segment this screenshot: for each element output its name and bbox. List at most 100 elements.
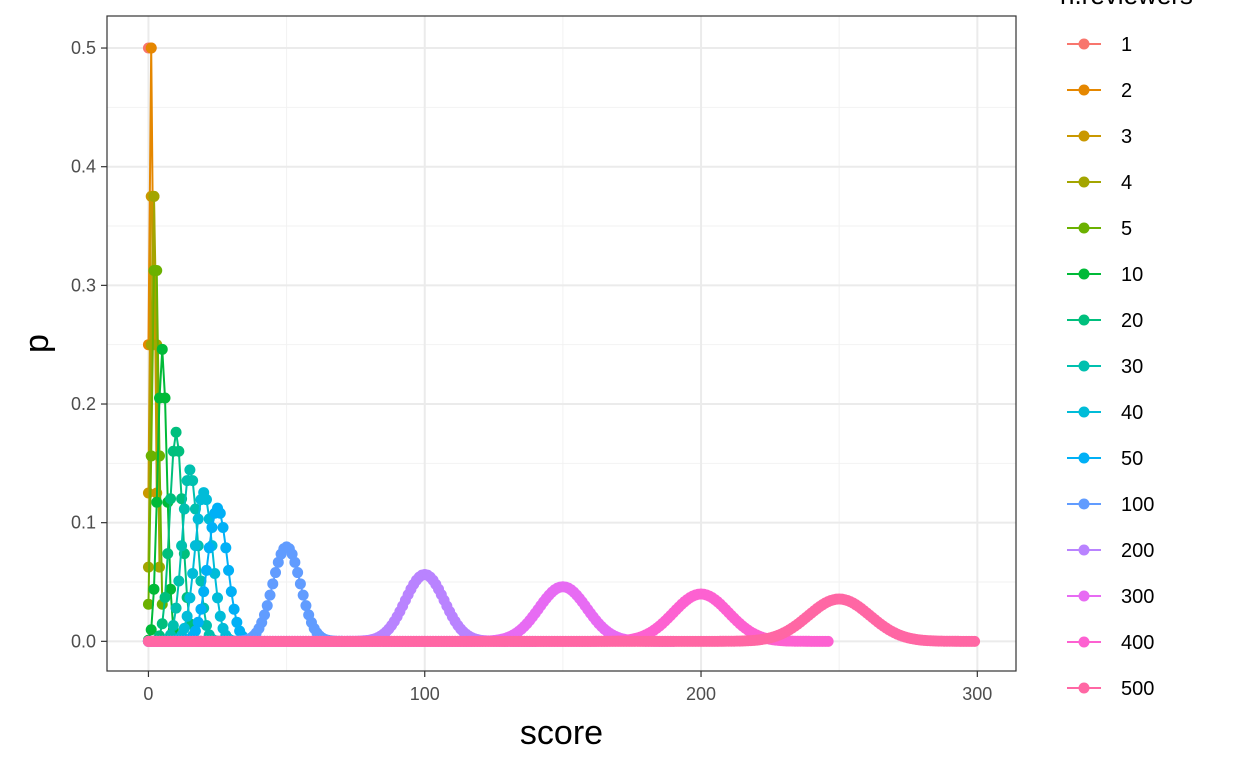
- data-point: [178, 503, 190, 515]
- data-point: [173, 575, 185, 587]
- data-point: [822, 635, 834, 647]
- data-point: [148, 190, 160, 202]
- plot-panel: [107, 16, 1016, 671]
- data-point: [200, 564, 212, 576]
- legend-item-500: 500: [1067, 678, 1154, 700]
- data-point: [151, 496, 163, 508]
- data-point: [167, 620, 179, 632]
- data-point: [156, 618, 168, 630]
- data-point: [214, 610, 226, 622]
- legend-item-30: 30: [1067, 356, 1143, 378]
- legend-item-200: 200: [1067, 540, 1154, 562]
- legend-label: 3: [1121, 126, 1132, 148]
- data-point: [292, 567, 304, 579]
- series-5: [142, 265, 168, 610]
- x-tick-label: 300: [962, 684, 992, 704]
- data-point: [170, 602, 182, 614]
- x-tick-label: 200: [686, 684, 716, 704]
- data-point: [165, 583, 177, 595]
- data-point: [178, 622, 190, 634]
- x-tick-label: 0: [143, 684, 153, 704]
- data-point: [195, 603, 207, 615]
- data-point: [145, 42, 157, 54]
- legend: n.reviewers 1 2 3 4 5 10 20 30 40 50 100 200 300 400 5…: [1060, 0, 1193, 700]
- y-tick-label: 0.2: [71, 394, 96, 414]
- data-point: [264, 589, 276, 601]
- data-point: [181, 610, 193, 622]
- y-tick-label: 0.4: [71, 157, 96, 177]
- data-point: [220, 542, 232, 554]
- data-point: [142, 598, 154, 610]
- legend-key-point: [1078, 38, 1090, 50]
- x-tick-label: 100: [410, 684, 440, 704]
- legend-item-400: 400: [1067, 632, 1154, 654]
- legend-label: 30: [1121, 356, 1143, 378]
- legend-key-point: [1078, 498, 1090, 510]
- data-point: [145, 450, 157, 462]
- data-point: [154, 450, 165, 462]
- data-point: [159, 392, 171, 404]
- y-tick-label: 0.1: [71, 513, 96, 533]
- legend-label: 300: [1121, 586, 1154, 608]
- data-point: [189, 625, 201, 637]
- minor-gridlines: [107, 16, 1016, 671]
- data-point: [203, 542, 215, 554]
- data-point: [261, 600, 273, 612]
- legend-label: 20: [1121, 310, 1143, 332]
- data-point: [195, 575, 207, 587]
- data-point: [184, 592, 196, 604]
- data-point: [162, 548, 174, 560]
- data-point: [159, 591, 171, 603]
- legend-key-point: [1078, 222, 1090, 234]
- legend-label: 5: [1121, 218, 1132, 240]
- data-point: [217, 521, 229, 533]
- series-layer: [142, 42, 981, 647]
- data-point: [198, 586, 210, 598]
- data-point: [270, 567, 282, 579]
- data-point: [258, 609, 270, 621]
- y-tick-label: 0.0: [71, 631, 96, 651]
- legend-item-40: 40: [1067, 402, 1143, 424]
- data-point: [969, 635, 981, 647]
- y-tick-label: 0.3: [71, 275, 96, 295]
- data-point: [300, 600, 312, 612]
- data-point: [156, 343, 168, 355]
- legend-item-5: 5: [1067, 218, 1132, 240]
- data-point: [228, 603, 240, 615]
- y-tick-label: 0.5: [71, 38, 96, 58]
- data-point: [297, 589, 309, 601]
- legend-label: 500: [1121, 678, 1154, 700]
- major-gridlines: [107, 16, 1016, 671]
- legend-item-300: 300: [1067, 586, 1154, 608]
- legend-item-4: 4: [1067, 172, 1132, 194]
- data-point: [223, 564, 235, 576]
- legend-label: 400: [1121, 632, 1154, 654]
- legend-item-10: 10: [1067, 264, 1143, 286]
- legend-key-point: [1078, 636, 1090, 648]
- legend-item-3: 3: [1067, 126, 1132, 148]
- plot-panel-border: [106, 15, 1017, 672]
- legend-label: 100: [1121, 494, 1154, 516]
- legend-key-point: [1078, 130, 1090, 142]
- x-axis-ticks: 0 100 200 300: [143, 671, 992, 704]
- legend-title: n.reviewers: [1060, 0, 1193, 10]
- data-point: [187, 475, 199, 487]
- legend-item-2: 2: [1067, 80, 1132, 102]
- y-axis-ticks: 0.0 0.1 0.2 0.3 0.4 0.5: [71, 38, 107, 651]
- data-point: [294, 578, 306, 590]
- data-point: [187, 568, 199, 580]
- legend-key-point: [1078, 682, 1090, 694]
- legend-label: 40: [1121, 402, 1143, 424]
- data-point: [184, 464, 196, 476]
- x-axis-title: score: [520, 714, 603, 752]
- legend-item-20: 20: [1067, 310, 1143, 332]
- legend-item-1: 1: [1067, 34, 1132, 56]
- data-point: [165, 493, 177, 505]
- data-point: [170, 426, 182, 438]
- data-point: [189, 503, 201, 515]
- legend-key-point: [1078, 268, 1090, 280]
- data-point: [212, 592, 224, 604]
- data-point: [176, 540, 188, 552]
- legend-item-50: 50: [1067, 448, 1143, 470]
